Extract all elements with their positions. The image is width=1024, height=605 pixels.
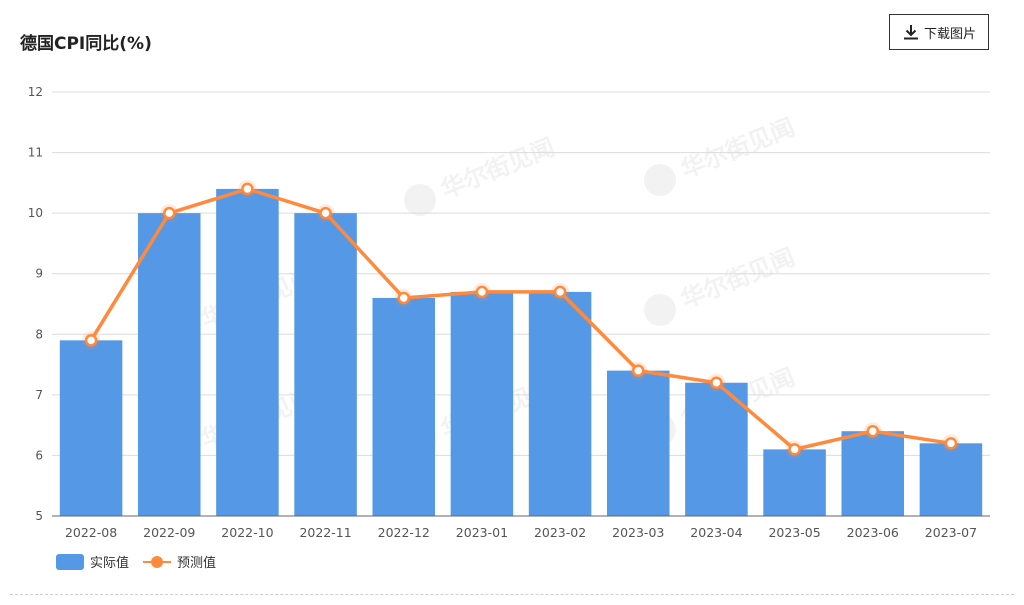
- bar: [685, 382, 748, 516]
- x-tick-label: 2022-10: [221, 525, 273, 540]
- x-tick-label: 2022-09: [143, 525, 195, 540]
- x-tick-label: 2022-08: [65, 525, 117, 540]
- watermark-logo: [644, 294, 676, 326]
- bar: [372, 297, 436, 516]
- watermark-1: 华尔街见闻: [404, 132, 559, 216]
- bar-series: [59, 188, 983, 516]
- x-tick-label: 2023-06: [847, 525, 899, 540]
- bar: [294, 213, 357, 516]
- watermark-text: 华尔街见闻: [677, 112, 799, 184]
- x-tick-label: 2023-04: [690, 525, 742, 540]
- x-tick-label: 2022-11: [299, 525, 351, 540]
- bar: [450, 291, 514, 516]
- bar: [59, 340, 123, 516]
- legend-item-forecast[interactable]: 预测值: [143, 552, 216, 571]
- y-tick-label: 5: [35, 509, 43, 523]
- download-image-button[interactable]: 下载图片: [889, 14, 989, 50]
- bar: [763, 449, 826, 516]
- y-tick-label: 8: [35, 327, 43, 341]
- bar: [137, 213, 201, 516]
- forecast-point: [788, 443, 801, 456]
- bar: [919, 443, 983, 516]
- watermark-3: 华尔街见闻: [644, 112, 799, 196]
- y-tick-label: 11: [28, 146, 43, 160]
- forecast-point: [241, 182, 254, 196]
- forecast-line-series: [82, 179, 960, 459]
- legend-line-swatch: [143, 554, 172, 570]
- download-label: 下载图片: [923, 26, 976, 42]
- forecast-point: [84, 334, 98, 347]
- watermark-4: 华尔街见闻: [644, 242, 799, 326]
- x-tick-label: 2023-05: [768, 525, 820, 540]
- grid-lines: [52, 91, 990, 456]
- forecast-point: [553, 285, 567, 299]
- x-tick-label: 2023-01: [456, 525, 508, 540]
- bar: [606, 370, 670, 516]
- legend: 实际值 预测值: [56, 552, 230, 571]
- watermark-text: 华尔街见闻: [437, 132, 559, 204]
- y-tick-label: 7: [35, 388, 43, 402]
- watermark-text: 华尔街见闻: [677, 242, 799, 314]
- forecast-point: [319, 206, 332, 220]
- y-tick-label: 6: [35, 448, 43, 462]
- y-tick-label: 12: [28, 85, 43, 99]
- forecast-point: [475, 285, 489, 299]
- forecast-point: [397, 291, 410, 305]
- forecast-point: [632, 364, 645, 377]
- forecast-point: [944, 437, 958, 450]
- y-tick-label: 10: [28, 206, 43, 220]
- bottom-divider: [10, 594, 1014, 595]
- x-tick-label: 2023-07: [925, 525, 977, 540]
- forecast-point: [163, 206, 176, 220]
- y-axis-ticks: 5 6 7 8 9 10 11 12: [28, 85, 43, 523]
- forecast-line: [89, 187, 952, 452]
- x-tick-label: 2023-02: [534, 525, 586, 540]
- x-tick-label: 2022-12: [378, 525, 430, 540]
- download-icon: [903, 25, 918, 40]
- x-axis: 2022-08 2022-09 2022-10 2022-11 2022-12 2023-…: [52, 515, 990, 540]
- legend-bar-swatch: [56, 553, 84, 570]
- forecast-point: [866, 424, 879, 438]
- y-tick-label: 9: [35, 267, 43, 281]
- forecast-point: [710, 376, 723, 389]
- legend-forecast-label: 预测值: [177, 556, 217, 571]
- legend-actual-label: 实际值: [90, 556, 130, 571]
- x-tick-label: 2023-03: [612, 525, 664, 540]
- watermark-logo: [404, 184, 436, 216]
- bar: [841, 431, 905, 516]
- bar: [216, 188, 279, 516]
- chart-title: 德国CPI同比(%): [20, 34, 152, 54]
- legend-item-actual[interactable]: 实际值: [56, 552, 129, 571]
- bar: [528, 291, 592, 516]
- watermark-logo: [644, 164, 676, 196]
